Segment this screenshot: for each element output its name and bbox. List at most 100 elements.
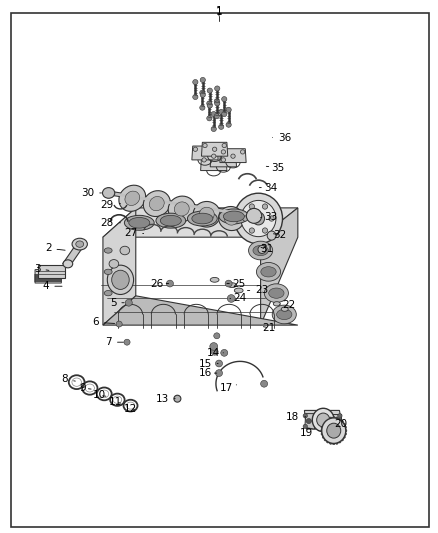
Ellipse shape bbox=[212, 154, 216, 158]
Ellipse shape bbox=[200, 77, 205, 83]
Ellipse shape bbox=[226, 122, 231, 127]
Ellipse shape bbox=[214, 333, 220, 339]
Ellipse shape bbox=[112, 270, 129, 289]
Ellipse shape bbox=[321, 430, 323, 432]
Ellipse shape bbox=[324, 421, 327, 423]
Ellipse shape bbox=[321, 433, 324, 435]
Ellipse shape bbox=[125, 300, 132, 306]
Ellipse shape bbox=[219, 206, 244, 231]
Polygon shape bbox=[103, 296, 298, 325]
Ellipse shape bbox=[327, 423, 341, 438]
Ellipse shape bbox=[174, 202, 189, 216]
Ellipse shape bbox=[104, 248, 112, 253]
Ellipse shape bbox=[211, 111, 216, 117]
Ellipse shape bbox=[168, 196, 195, 222]
Text: 4: 4 bbox=[42, 281, 62, 291]
Ellipse shape bbox=[241, 200, 276, 237]
Text: 32: 32 bbox=[273, 230, 286, 239]
Ellipse shape bbox=[261, 244, 266, 248]
Ellipse shape bbox=[268, 288, 284, 298]
Ellipse shape bbox=[338, 440, 341, 443]
Ellipse shape bbox=[104, 269, 112, 274]
Ellipse shape bbox=[223, 211, 244, 222]
Ellipse shape bbox=[249, 241, 272, 260]
Text: 29: 29 bbox=[101, 200, 120, 210]
Ellipse shape bbox=[303, 414, 307, 418]
Ellipse shape bbox=[129, 217, 150, 228]
Ellipse shape bbox=[338, 424, 342, 429]
Ellipse shape bbox=[267, 231, 276, 240]
Ellipse shape bbox=[243, 216, 248, 221]
Polygon shape bbox=[63, 244, 85, 264]
Ellipse shape bbox=[187, 211, 217, 226]
Ellipse shape bbox=[124, 339, 130, 345]
Polygon shape bbox=[305, 414, 315, 429]
Text: 26: 26 bbox=[150, 279, 169, 288]
Ellipse shape bbox=[207, 116, 212, 121]
Text: 17: 17 bbox=[220, 383, 237, 393]
Ellipse shape bbox=[212, 147, 217, 151]
Ellipse shape bbox=[249, 228, 254, 233]
Ellipse shape bbox=[174, 395, 181, 402]
Ellipse shape bbox=[332, 442, 335, 445]
Ellipse shape bbox=[193, 94, 198, 100]
Text: 23: 23 bbox=[247, 286, 268, 295]
Ellipse shape bbox=[222, 143, 226, 148]
Ellipse shape bbox=[264, 284, 288, 303]
Polygon shape bbox=[220, 149, 246, 163]
Ellipse shape bbox=[306, 418, 311, 424]
Ellipse shape bbox=[193, 147, 198, 151]
Ellipse shape bbox=[253, 245, 268, 256]
Ellipse shape bbox=[262, 204, 268, 209]
Ellipse shape bbox=[321, 426, 324, 429]
Ellipse shape bbox=[102, 188, 115, 198]
Ellipse shape bbox=[277, 309, 292, 320]
Ellipse shape bbox=[269, 216, 274, 221]
Text: 20: 20 bbox=[334, 419, 347, 429]
Ellipse shape bbox=[202, 158, 206, 162]
Ellipse shape bbox=[221, 158, 226, 162]
Polygon shape bbox=[35, 268, 61, 283]
Text: 28: 28 bbox=[101, 218, 120, 228]
Ellipse shape bbox=[332, 417, 335, 419]
Polygon shape bbox=[201, 157, 227, 171]
Text: 34: 34 bbox=[259, 183, 277, 192]
Text: 27: 27 bbox=[124, 229, 144, 238]
Ellipse shape bbox=[200, 105, 205, 110]
Text: 6: 6 bbox=[92, 318, 115, 327]
Ellipse shape bbox=[246, 208, 261, 223]
Ellipse shape bbox=[344, 430, 347, 432]
Ellipse shape bbox=[72, 238, 87, 250]
Ellipse shape bbox=[326, 440, 329, 443]
Polygon shape bbox=[261, 208, 298, 325]
Ellipse shape bbox=[116, 321, 122, 327]
Ellipse shape bbox=[222, 111, 227, 117]
Ellipse shape bbox=[211, 349, 218, 355]
Text: 2: 2 bbox=[45, 244, 65, 253]
Ellipse shape bbox=[344, 426, 346, 429]
Ellipse shape bbox=[261, 381, 268, 387]
Ellipse shape bbox=[312, 408, 334, 432]
Ellipse shape bbox=[215, 360, 223, 367]
Ellipse shape bbox=[219, 124, 224, 130]
Ellipse shape bbox=[262, 228, 268, 233]
Ellipse shape bbox=[221, 150, 226, 154]
Ellipse shape bbox=[338, 418, 341, 421]
Polygon shape bbox=[304, 410, 343, 429]
Ellipse shape bbox=[322, 423, 325, 425]
Ellipse shape bbox=[207, 103, 212, 108]
Text: 12: 12 bbox=[124, 405, 137, 414]
Ellipse shape bbox=[343, 436, 345, 438]
Ellipse shape bbox=[341, 421, 343, 423]
Ellipse shape bbox=[215, 370, 223, 376]
Ellipse shape bbox=[224, 212, 238, 225]
Ellipse shape bbox=[326, 418, 329, 421]
Text: 9: 9 bbox=[79, 383, 91, 393]
Polygon shape bbox=[201, 142, 228, 156]
Text: 18: 18 bbox=[286, 412, 306, 422]
Ellipse shape bbox=[214, 114, 219, 119]
Ellipse shape bbox=[214, 99, 219, 104]
Ellipse shape bbox=[252, 212, 265, 225]
Text: 35: 35 bbox=[266, 163, 285, 173]
Text: 16: 16 bbox=[198, 368, 217, 378]
